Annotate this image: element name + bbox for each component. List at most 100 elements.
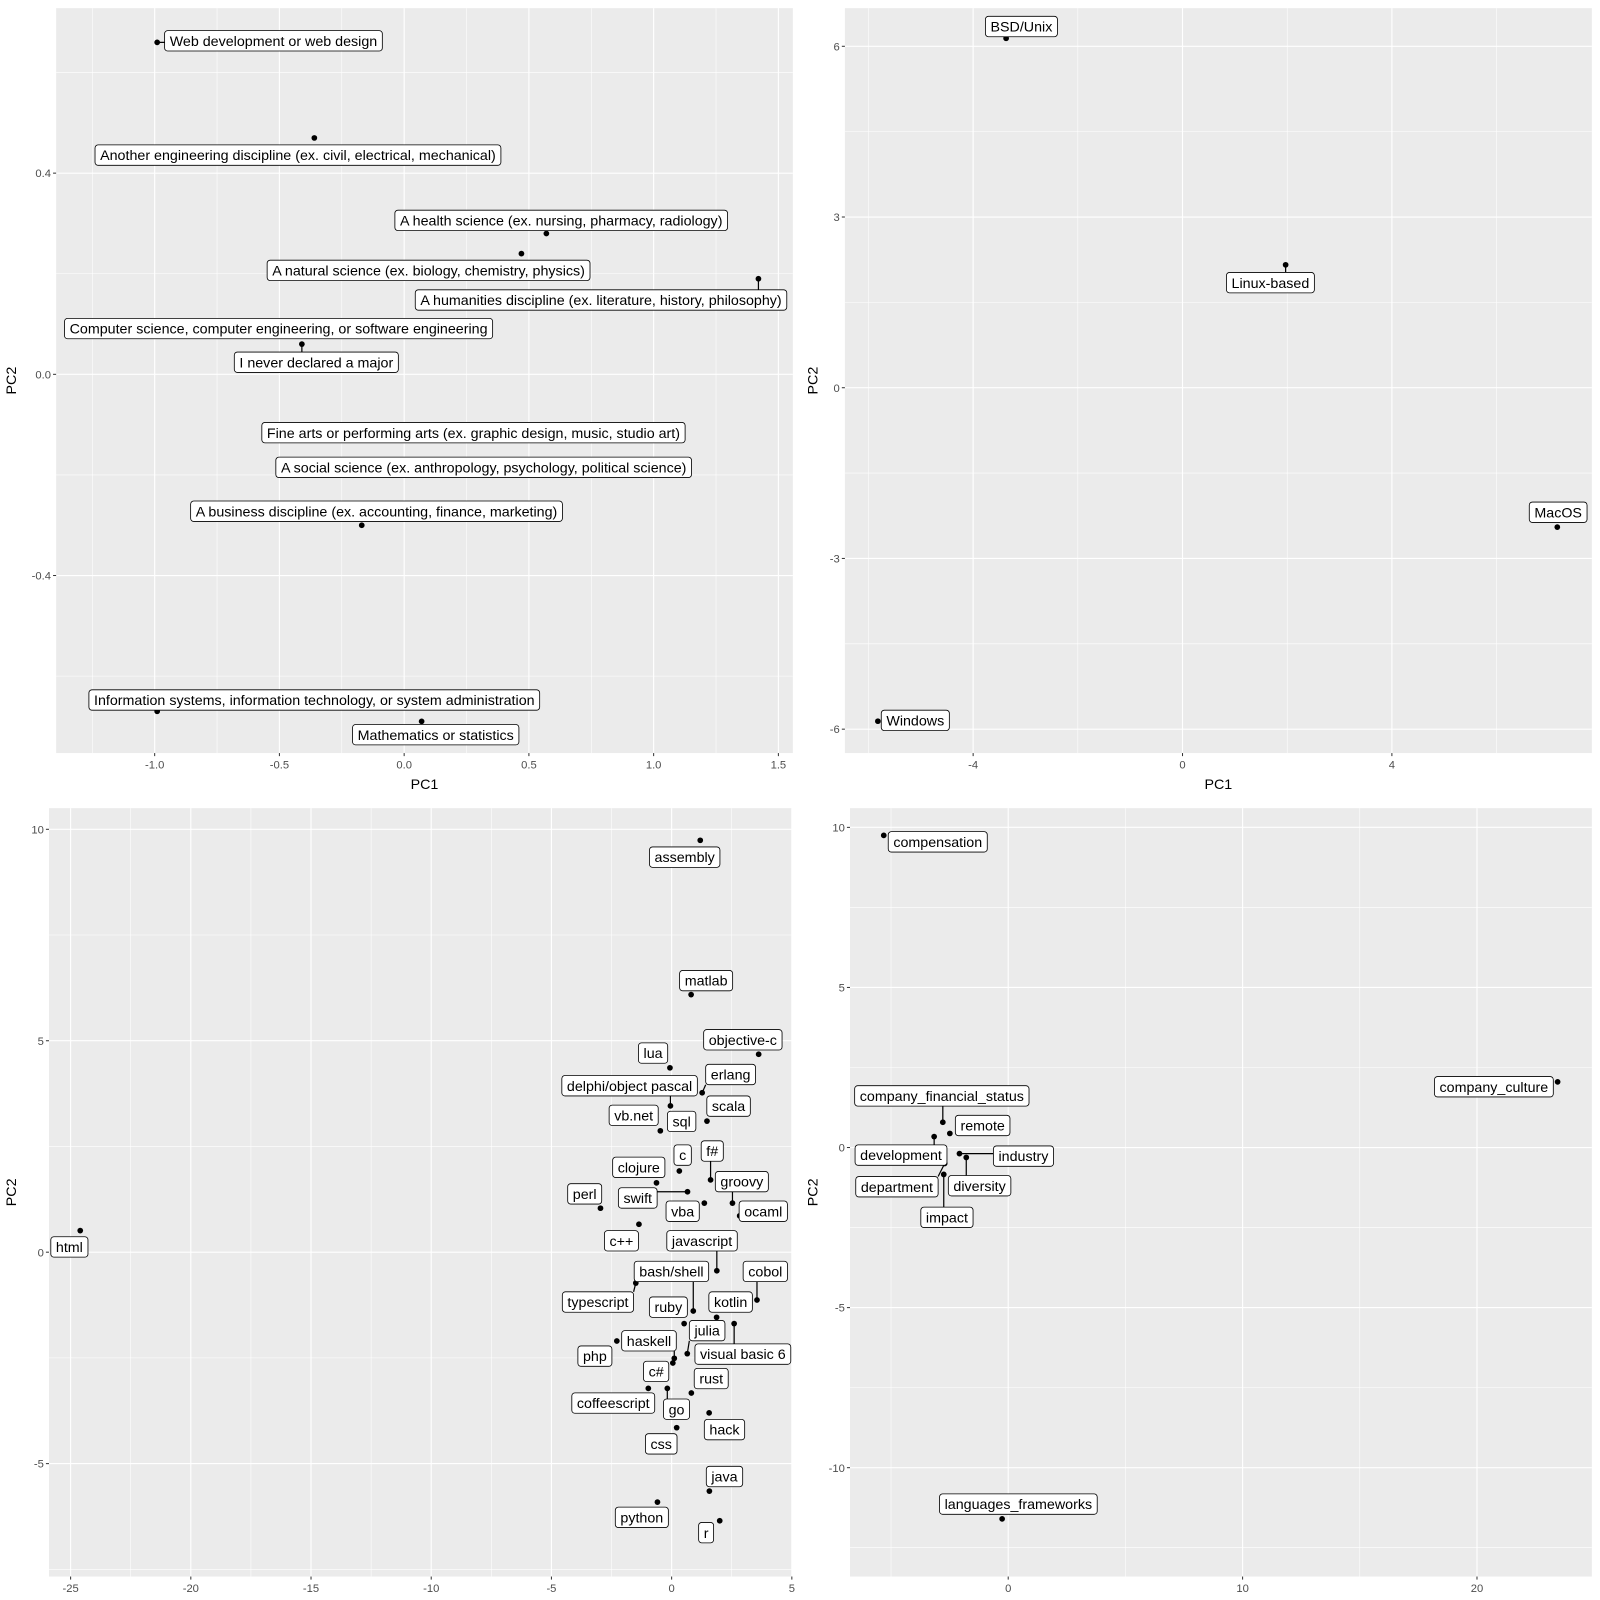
point-label: Windows [880, 709, 950, 732]
label-text: f# [706, 1144, 718, 1160]
label-box [164, 30, 383, 52]
label-box [394, 209, 728, 232]
data-point [999, 1516, 1005, 1522]
y-tick-label: 5 [38, 1036, 44, 1048]
label-box [64, 317, 494, 340]
point-label: java [705, 1465, 744, 1488]
label-box [984, 15, 1058, 38]
x-tick-label: -4 [968, 759, 978, 771]
label-text: compensation [893, 835, 982, 851]
point-label: vba [665, 1200, 700, 1222]
y-axis-title: PC2 [805, 367, 821, 395]
y-tick-label: -10 [829, 1463, 845, 1475]
label-text: go [669, 1402, 685, 1418]
point-label: assembly [649, 846, 721, 868]
data-point [657, 1127, 664, 1134]
data-point [713, 1267, 720, 1274]
label-text: Linux-based [1232, 276, 1310, 292]
x-tick-label: 20 [1471, 1583, 1483, 1595]
label-box [679, 970, 734, 992]
label-box [939, 1493, 1098, 1515]
label-text: department [861, 1180, 933, 1196]
label-text: coffeescript [577, 1396, 650, 1412]
point-label: A humanities discipline (ex. literature,… [414, 289, 788, 311]
data-point [690, 1308, 697, 1314]
label-box [649, 846, 721, 868]
point-label: Linux-based [1226, 272, 1315, 294]
x-tick-label: 1.0 [646, 759, 662, 771]
point-label: lua [638, 1042, 669, 1064]
label-box [673, 1144, 692, 1166]
point-label: css [645, 1433, 678, 1455]
data-point [946, 1130, 953, 1137]
data-point [1554, 524, 1561, 531]
label-box [352, 724, 520, 746]
point-label: languages_frameworks [939, 1493, 1098, 1515]
label-box [742, 1260, 788, 1283]
point-labels: Web development or web design Another eng… [64, 30, 788, 746]
x-tick-label: 0 [1179, 759, 1185, 771]
point-label: bash/shell [633, 1260, 710, 1283]
data-point [645, 1385, 652, 1392]
label-box [190, 500, 563, 522]
y-tick-label: -0.4 [32, 571, 51, 583]
label-text: Computer science, computer engineering, … [70, 322, 488, 338]
label-box [1226, 272, 1315, 294]
label-text: objective-c [709, 1033, 777, 1049]
label-box [614, 1506, 669, 1528]
point-label: haskell [621, 1330, 677, 1352]
data-point [543, 230, 550, 237]
point-label: A health science (ex. nursing, pharmacy,… [394, 209, 728, 232]
data-point [697, 837, 704, 844]
y-tick-label: 0 [834, 383, 840, 395]
label-text: company_culture [1440, 1080, 1549, 1096]
label-text: matlab [685, 974, 728, 990]
point-label: development [854, 1144, 948, 1166]
label-text: delphi/object pascal [567, 1079, 692, 1095]
data-point [418, 718, 425, 725]
point-label: MacOS [1528, 501, 1588, 523]
label-text: python [620, 1510, 663, 1526]
point-labels: assembly matlab objective-c lua erlang delphi… [50, 846, 792, 1544]
data-point [731, 1320, 737, 1327]
point-label: diversity [947, 1175, 1012, 1197]
label-box [706, 1095, 751, 1117]
label-text: hack [709, 1423, 740, 1439]
data-point [1554, 1079, 1561, 1085]
data-point [963, 1154, 970, 1161]
label-text: impact [926, 1210, 968, 1226]
point-label: kotlin [708, 1291, 753, 1313]
data-point [706, 1488, 713, 1494]
label-text: haskell [627, 1334, 671, 1350]
point-label: c++ [604, 1230, 639, 1252]
label-box [698, 1522, 715, 1544]
point-label: javascript [666, 1230, 738, 1252]
x-tick-label: 1.5 [771, 759, 787, 771]
point-label: julia [688, 1320, 726, 1342]
label-box [694, 1343, 792, 1365]
point-label: A social science (ex. anthropology, psyc… [275, 456, 692, 478]
data-point [664, 1385, 671, 1392]
y-tick-label: 5 [839, 983, 845, 995]
point-label: c# [643, 1360, 670, 1383]
label-box [705, 1063, 756, 1086]
point-label: company_culture [1434, 1076, 1554, 1098]
data-point [706, 1410, 712, 1416]
label-text: diversity [953, 1179, 1006, 1195]
data-point [358, 522, 365, 529]
point-label: clojure [612, 1156, 666, 1178]
data-point [154, 39, 161, 46]
label-box [714, 1171, 769, 1193]
point-label: python [614, 1506, 669, 1528]
label-box [50, 1236, 89, 1258]
label-text: php [583, 1349, 607, 1365]
label-text: languages_frameworks [945, 1497, 1093, 1513]
label-text: A natural science (ex. biology, chemistr… [272, 264, 585, 280]
data-point [875, 718, 881, 725]
label-text: Information systems, information technol… [94, 693, 535, 709]
label-text: Another engineering discipline (ex. civi… [100, 148, 496, 164]
label-text: swift [623, 1191, 652, 1207]
panel-1: -1.0 -0.5 0.0 0.5 1.0 1.5 -0.4 0.0 0.4 PC1 PC2 Web … [4, 8, 793, 793]
label-box [947, 1175, 1012, 1197]
